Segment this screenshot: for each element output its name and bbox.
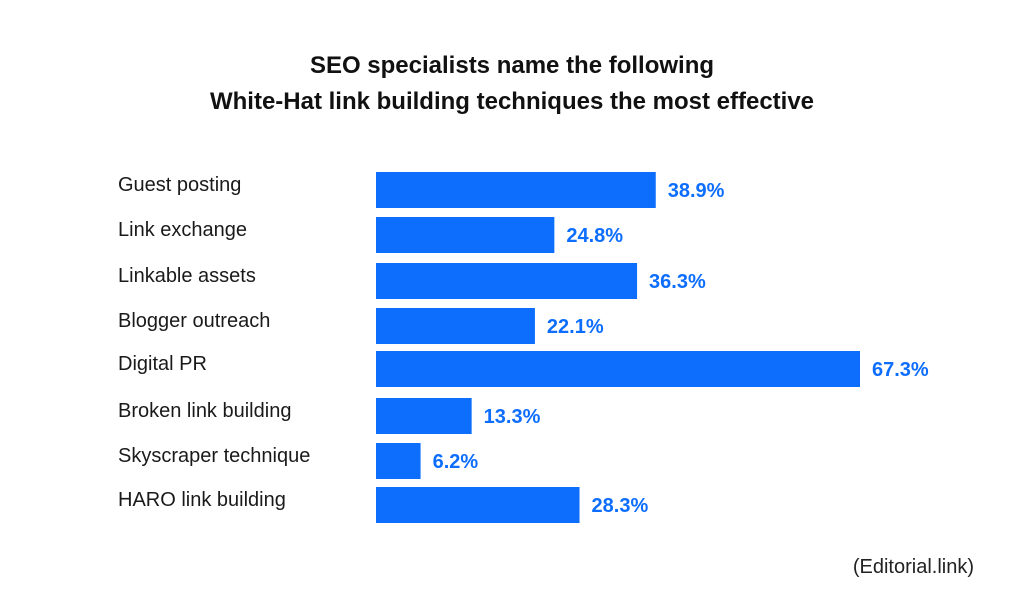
chart-title-line-2: White-Hat link building techniques the m… bbox=[209, 88, 815, 115]
bar-broken-link-building bbox=[376, 398, 472, 434]
value-label-broken-link-building: 13.3% bbox=[484, 406, 541, 428]
value-label-link-exchange: 24.8% bbox=[566, 225, 623, 247]
bar-digital-pr bbox=[376, 351, 860, 387]
bar-link-exchange bbox=[376, 217, 555, 253]
source-credit: (Editorial.link) bbox=[852, 556, 974, 578]
category-label-skyscraper-technique: Skyscraper technique bbox=[118, 445, 310, 467]
bar-haro-link-building bbox=[376, 487, 580, 523]
chart-title: SEO specialists name the following White… bbox=[0, 48, 1024, 120]
chart-title-line-1: SEO specialists name the following bbox=[309, 52, 715, 79]
category-label-link-exchange: Link exchange bbox=[118, 219, 247, 241]
bar-linkable-assets bbox=[376, 263, 638, 299]
bar-blogger-outreach bbox=[376, 308, 535, 344]
category-label-haro-link-building: HARO link building bbox=[118, 489, 286, 511]
category-label-blogger-outreach: Blogger outreach bbox=[118, 310, 270, 332]
category-label-guest-posting: Guest posting bbox=[118, 174, 241, 196]
value-label-guest-posting: 38.9% bbox=[668, 180, 725, 202]
value-label-blogger-outreach: 22.1% bbox=[547, 316, 604, 338]
value-label-skyscraper-technique: 6.2% bbox=[433, 451, 479, 473]
category-label-broken-link-building: Broken link building bbox=[118, 400, 291, 422]
value-label-linkable-assets: 36.3% bbox=[649, 271, 706, 293]
value-label-haro-link-building: 28.3% bbox=[592, 495, 649, 517]
category-label-digital-pr: Digital PR bbox=[118, 353, 207, 375]
category-label-linkable-assets: Linkable assets bbox=[118, 265, 256, 287]
value-label-digital-pr: 67.3% bbox=[872, 359, 929, 381]
bar-skyscraper-technique bbox=[376, 443, 421, 479]
bar-guest-posting bbox=[376, 172, 656, 208]
